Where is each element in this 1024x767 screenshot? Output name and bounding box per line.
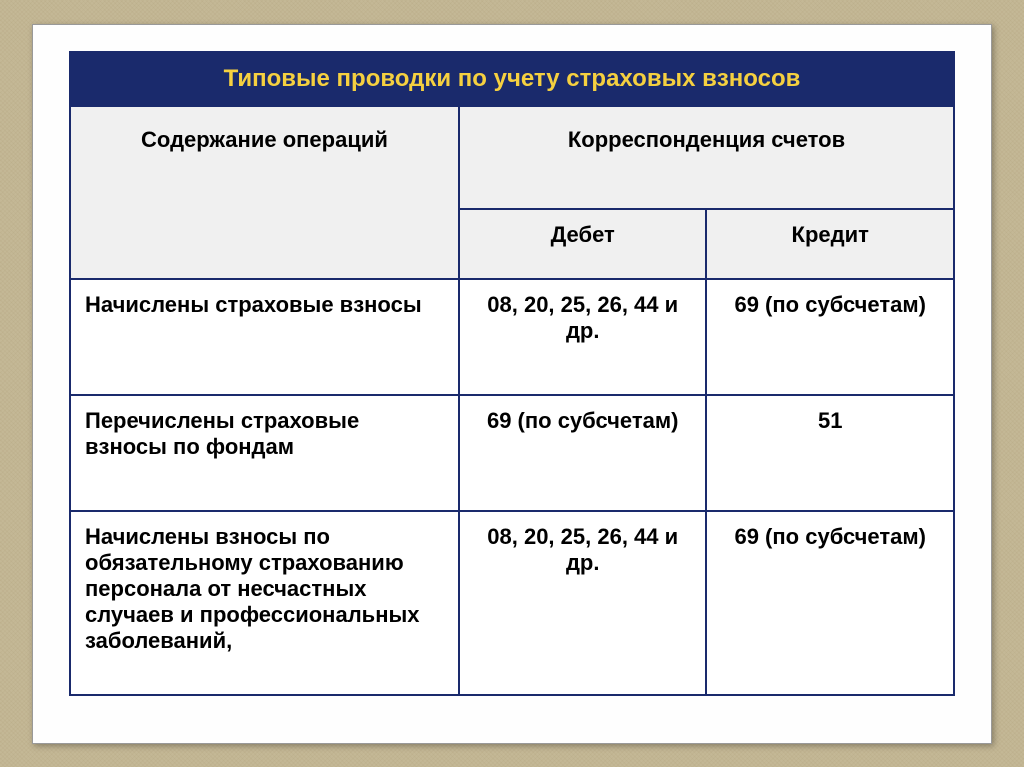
entries-table: Типовые проводки по учету страховых взно… bbox=[69, 51, 955, 696]
cell-operation: Начислены страховые взносы bbox=[70, 279, 459, 395]
col-debit: Дебет bbox=[459, 209, 707, 279]
cell-debit: 69 (по субсчетам) bbox=[459, 395, 707, 511]
col-credit: Кредит bbox=[706, 209, 954, 279]
cell-credit: 51 bbox=[706, 395, 954, 511]
header-row: Содержание операций Корреспонденция счет… bbox=[70, 106, 954, 209]
cell-operation: Перечислены страховые взносы по фондам bbox=[70, 395, 459, 511]
slide: Типовые проводки по учету страховых взно… bbox=[32, 24, 992, 744]
col-correspondence: Корреспонденция счетов bbox=[459, 106, 954, 209]
cell-debit: 08, 20, 25, 26, 44 и др. bbox=[459, 279, 707, 395]
table-row: Перечислены страховые взносы по фондам 6… bbox=[70, 395, 954, 511]
table-title: Типовые проводки по учету страховых взно… bbox=[70, 52, 954, 106]
table-row: Начислены взносы по обязательному страхо… bbox=[70, 511, 954, 695]
cell-operation: Начислены взносы по обязательному страхо… bbox=[70, 511, 459, 695]
cell-credit: 69 (по субсчетам) bbox=[706, 279, 954, 395]
table-row: Начислены страховые взносы 08, 20, 25, 2… bbox=[70, 279, 954, 395]
cell-credit: 69 (по субсчетам) bbox=[706, 511, 954, 695]
col-operations: Содержание операций bbox=[70, 106, 459, 279]
title-row: Типовые проводки по учету страховых взно… bbox=[70, 52, 954, 106]
cell-debit: 08, 20, 25, 26, 44 и др. bbox=[459, 511, 707, 695]
